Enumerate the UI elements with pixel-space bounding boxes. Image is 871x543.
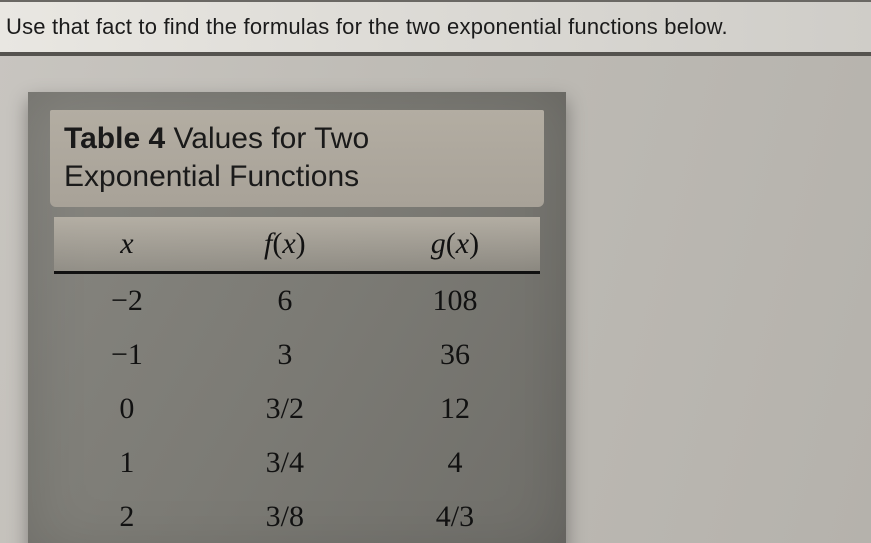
table-row: −2 6 108 — [54, 273, 540, 329]
caption-prefix: Table 4 — [64, 122, 165, 155]
cell-g: 108 — [370, 273, 540, 329]
header-fx: f(x) — [200, 217, 370, 273]
caption-line-1: Table 4 Values for Two — [64, 120, 530, 158]
card-wrap: Table 4 Values for Two Exponential Funct… — [0, 56, 871, 543]
header-x: x — [54, 217, 200, 273]
table-row: 2 3/8 4/3 — [54, 490, 540, 543]
values-table: x f(x) g(x) −2 6 108 −1 3 36 0 3/2 — [54, 217, 540, 543]
cell-x: 0 — [54, 382, 200, 436]
cell-f: 3/8 — [200, 490, 370, 543]
table-row: −1 3 36 — [54, 328, 540, 382]
table-header-row: x f(x) g(x) — [54, 217, 540, 273]
cell-g: 12 — [370, 382, 540, 436]
cell-g: 4 — [370, 436, 540, 490]
cell-f: 6 — [200, 273, 370, 329]
cell-x: −2 — [54, 273, 200, 329]
instruction-band: Use that fact to find the formulas for t… — [0, 0, 871, 56]
caption-rest: Values for Two — [165, 122, 369, 155]
caption-line-2: Exponential Functions — [64, 158, 530, 196]
cell-g: 36 — [370, 328, 540, 382]
header-gx: g(x) — [370, 217, 540, 273]
table-card: Table 4 Values for Two Exponential Funct… — [28, 92, 566, 543]
table-row: 1 3/4 4 — [54, 436, 540, 490]
cell-x: −1 — [54, 328, 200, 382]
cell-x: 2 — [54, 490, 200, 543]
cell-f: 3/4 — [200, 436, 370, 490]
cell-f: 3 — [200, 328, 370, 382]
table-row: 0 3/2 12 — [54, 382, 540, 436]
cell-f: 3/2 — [200, 382, 370, 436]
cell-x: 1 — [54, 436, 200, 490]
instruction-text: Use that fact to find the formulas for t… — [6, 14, 728, 40]
table-caption: Table 4 Values for Two Exponential Funct… — [50, 110, 544, 207]
cell-g: 4/3 — [370, 490, 540, 543]
